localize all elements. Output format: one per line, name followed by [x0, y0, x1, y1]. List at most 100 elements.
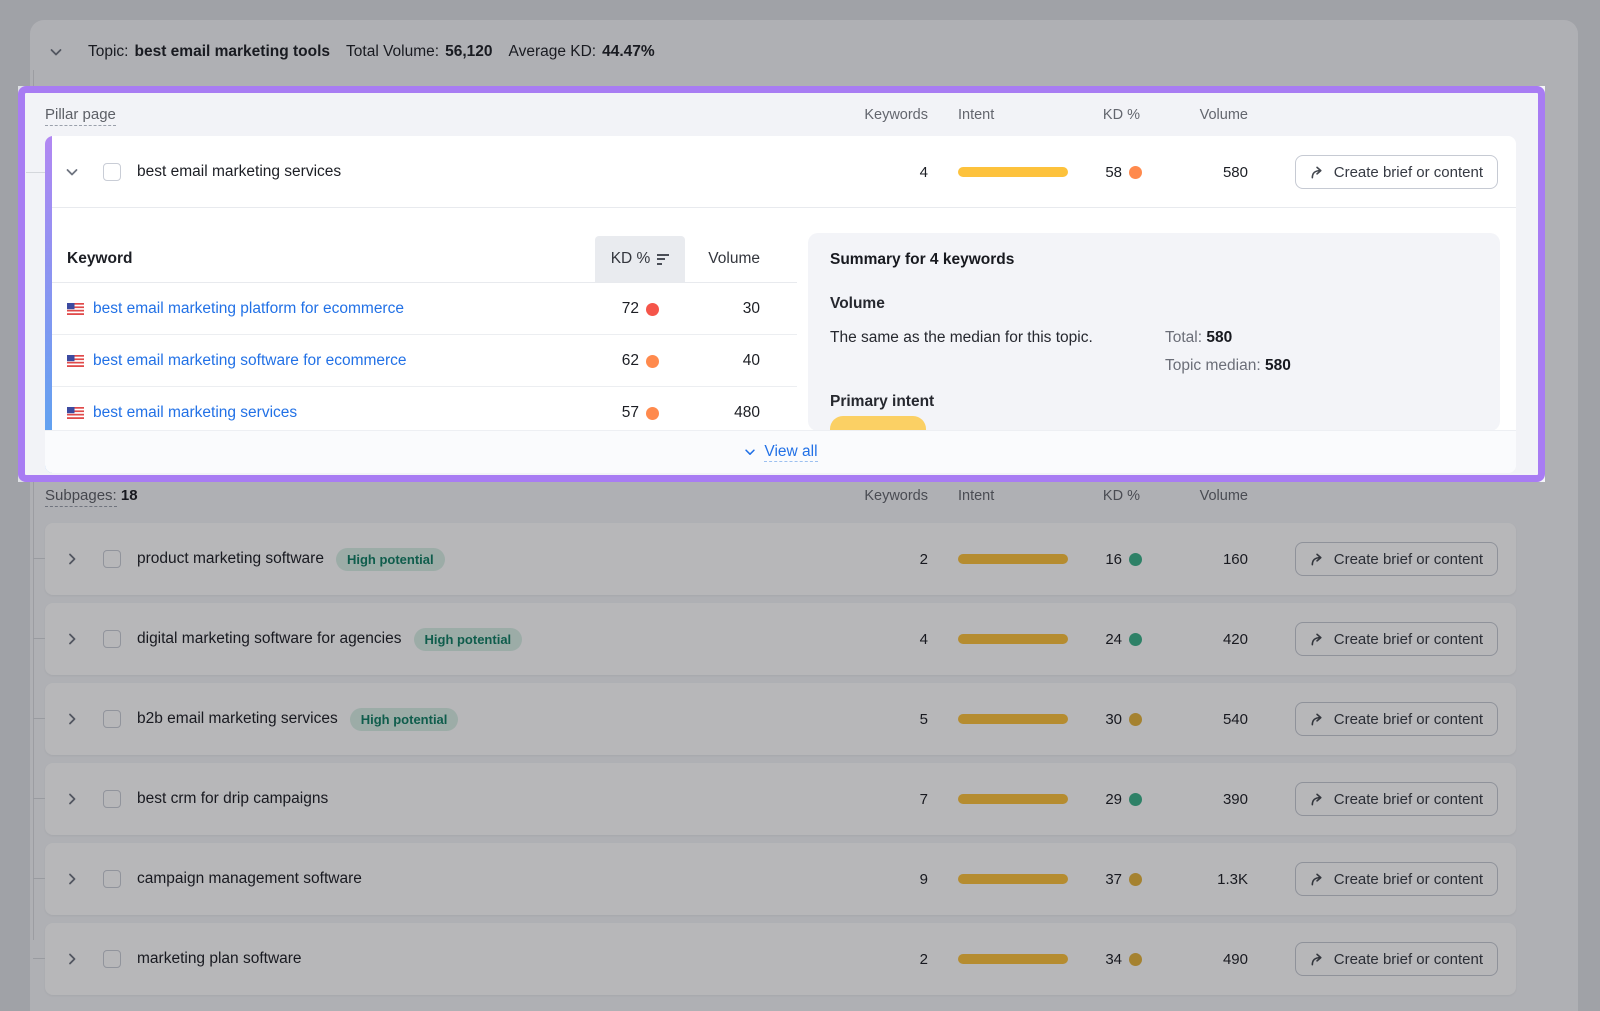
median-label: Topic median: — [1165, 357, 1261, 374]
keyword-row: best email marketing platform for ecomme… — [52, 283, 797, 335]
collapse-row-chevron-icon[interactable] — [64, 164, 80, 180]
median-value: 580 — [1264, 357, 1291, 374]
kd-dot — [646, 354, 659, 368]
pillar-row-checkbox[interactable] — [103, 163, 121, 181]
us-flag-icon — [67, 407, 84, 419]
pillar-row: best email marketing services 4 58 580 C… — [45, 136, 1516, 208]
kd-value: 29 — [1105, 790, 1122, 808]
expand-row-chevron-icon[interactable] — [64, 871, 80, 887]
pillar-volume: 580 — [1222, 163, 1248, 181]
keyword-link[interactable]: best email marketing services — [93, 404, 298, 421]
row-checkbox[interactable] — [103, 790, 121, 808]
expand-row-chevron-icon[interactable] — [64, 791, 80, 807]
total-volume-label: Total Volume: — [346, 43, 440, 60]
col-keyword: Keyword — [67, 250, 133, 267]
subpage-title: campaign management software — [137, 870, 362, 887]
volume-value: 540 — [1222, 710, 1248, 728]
topic-value: best email marketing tools — [134, 43, 331, 60]
row-checkbox[interactable] — [103, 710, 121, 728]
col-volume: Volume — [1199, 488, 1248, 504]
kd-dot — [1129, 872, 1142, 886]
forward-arrow-icon — [1311, 633, 1322, 645]
subpage-row: digital marketing software for agencies H… — [45, 603, 1516, 675]
forward-arrow-icon — [1311, 166, 1322, 178]
create-brief-button[interactable]: Create brief or content — [1294, 942, 1498, 976]
kd-value: 57 — [621, 404, 639, 421]
forward-arrow-icon — [1311, 793, 1322, 805]
pillar-column-headers: Pillar page Keywords Intent KD % Volume — [0, 106, 1600, 127]
create-brief-button[interactable]: Create brief or content — [1294, 622, 1498, 656]
volume-value: 480 — [734, 404, 760, 421]
tree-stub — [26, 172, 45, 173]
keyword-row: best email marketing services 57 480 — [52, 387, 797, 430]
create-brief-button[interactable]: Create brief or content — [1294, 862, 1498, 896]
keyword-link[interactable]: best email marketing platform for ecomme… — [93, 300, 404, 317]
subpage-title: b2b email marketing services — [137, 710, 338, 727]
col-kd: KD % — [1102, 488, 1140, 504]
row-checkbox[interactable] — [103, 550, 121, 568]
view-all-link[interactable]: View all — [764, 442, 818, 462]
row-checkbox[interactable] — [103, 630, 121, 648]
create-brief-button[interactable]: Create brief or content — [1294, 702, 1498, 736]
average-kd-label: Average KD: — [508, 43, 597, 60]
pillar-page-label[interactable]: Pillar page — [45, 106, 116, 126]
create-brief-button[interactable]: Create brief or content — [1294, 155, 1498, 189]
col-intent: Intent — [958, 488, 995, 504]
keyword-link[interactable]: best email marketing software for ecomme… — [93, 352, 407, 369]
keyword-table: Keyword KD % Volume best email marketing… — [52, 209, 797, 430]
col-keywords: Keywords — [864, 488, 928, 504]
volume-value: 390 — [1222, 790, 1248, 808]
pillar-intent-bar — [958, 167, 1068, 177]
kd-value: 30 — [1105, 710, 1122, 728]
keywords-count: 2 — [919, 950, 928, 968]
subpage-row: marketing plan software 2 34 490 Create … — [45, 923, 1516, 995]
volume-value: 40 — [742, 352, 760, 369]
high-potential-badge: High potential — [413, 627, 523, 651]
subpages-label[interactable]: Subpages: — [45, 487, 117, 507]
subpage-row: best crm for drip campaigns 7 29 390 Cre… — [45, 763, 1516, 835]
high-potential-badge: High potential — [349, 707, 459, 731]
kd-value: 24 — [1105, 630, 1122, 648]
intent-bar — [958, 794, 1068, 804]
summary-volume-note: The same as the median for this topic. — [830, 329, 1093, 346]
topic-label: Topic: — [88, 43, 129, 60]
kd-value: 34 — [1105, 950, 1122, 968]
kd-value: 72 — [621, 300, 639, 317]
create-brief-button[interactable]: Create brief or content — [1294, 782, 1498, 816]
keywords-count: 4 — [919, 630, 928, 648]
tree-connector — [33, 70, 34, 940]
volume-value: 160 — [1222, 550, 1248, 568]
average-kd-value: 44.47% — [602, 43, 655, 60]
intent-bar — [958, 634, 1068, 644]
keywords-count: 7 — [919, 790, 928, 808]
row-checkbox[interactable] — [103, 870, 121, 888]
expand-row-chevron-icon[interactable] — [64, 551, 80, 567]
expand-row-chevron-icon[interactable] — [64, 631, 80, 647]
summary-title: Summary for 4 keywords — [830, 251, 1015, 268]
expand-row-chevron-icon[interactable] — [64, 711, 80, 727]
sort-descending-icon — [657, 251, 670, 267]
intent-bar — [958, 874, 1068, 884]
row-checkbox[interactable] — [103, 950, 121, 968]
kd-sort-header[interactable]: KD % — [595, 236, 685, 282]
kd-dot — [646, 302, 659, 316]
col-volume-inner: Volume — [708, 250, 760, 267]
create-brief-button[interactable]: Create brief or content — [1294, 542, 1498, 576]
volume-value: 30 — [742, 300, 760, 317]
intent-bar — [958, 954, 1068, 964]
collapse-topic-chevron-icon[interactable] — [48, 44, 64, 60]
forward-arrow-icon — [1311, 713, 1322, 725]
tree-stub — [33, 558, 45, 559]
keyword-table-header: Keyword KD % Volume — [52, 209, 797, 283]
subpage-title: product marketing software — [137, 550, 324, 567]
tree-stub — [33, 958, 45, 959]
kd-dot — [1129, 165, 1142, 179]
kd-value: 16 — [1105, 550, 1122, 568]
total-value: 580 — [1206, 329, 1233, 346]
us-flag-icon — [67, 355, 84, 367]
total-volume-value: 56,120 — [445, 43, 493, 60]
dim-overlay — [0, 86, 18, 482]
summary-panel: Summary for 4 keywords Volume The same a… — [808, 233, 1500, 430]
expand-row-chevron-icon[interactable] — [64, 951, 80, 967]
